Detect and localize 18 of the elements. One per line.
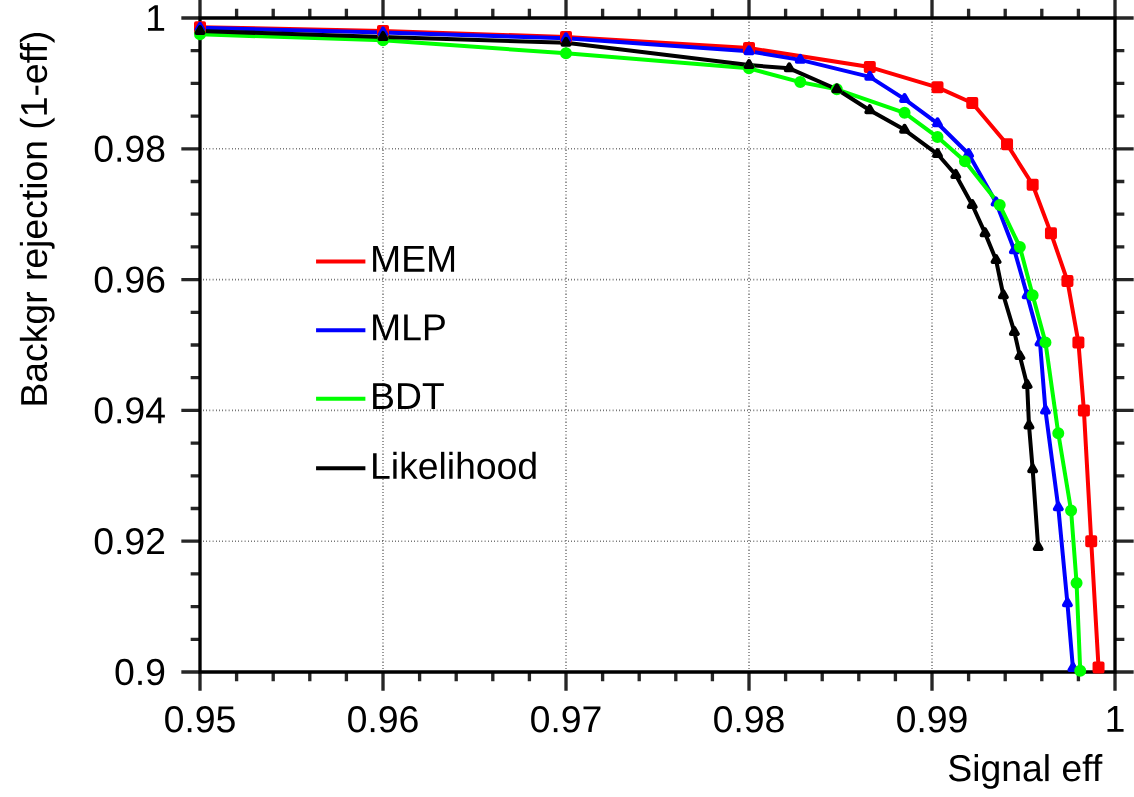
x-tick-label: 0.97 xyxy=(531,706,601,733)
x-tick-label: 0.99 xyxy=(897,706,967,733)
y-tick-label: 0.92 xyxy=(94,528,165,555)
legend-label: MEM xyxy=(373,245,455,272)
x-tick-label: 0.95 xyxy=(165,706,235,733)
x-tick-label: 0.96 xyxy=(348,706,418,733)
y-tick-label: 1 xyxy=(148,5,165,31)
y-axis-title: Backgr rejection (1-eff) xyxy=(19,33,55,405)
y-tick-label: 0.96 xyxy=(94,266,165,293)
x-tick-label: 1 xyxy=(1107,706,1124,732)
legend-label: BDT xyxy=(373,383,444,409)
y-tick-label: 0.9 xyxy=(115,658,165,686)
legend-label: Likelihood xyxy=(373,451,536,480)
x-axis-title: Signal eff xyxy=(949,754,1103,789)
legend-label: MLP xyxy=(373,314,445,341)
y-tick-label: 0.94 xyxy=(94,397,165,424)
x-tick-label: 0.98 xyxy=(714,706,784,733)
y-tick-label: 0.98 xyxy=(94,135,165,162)
